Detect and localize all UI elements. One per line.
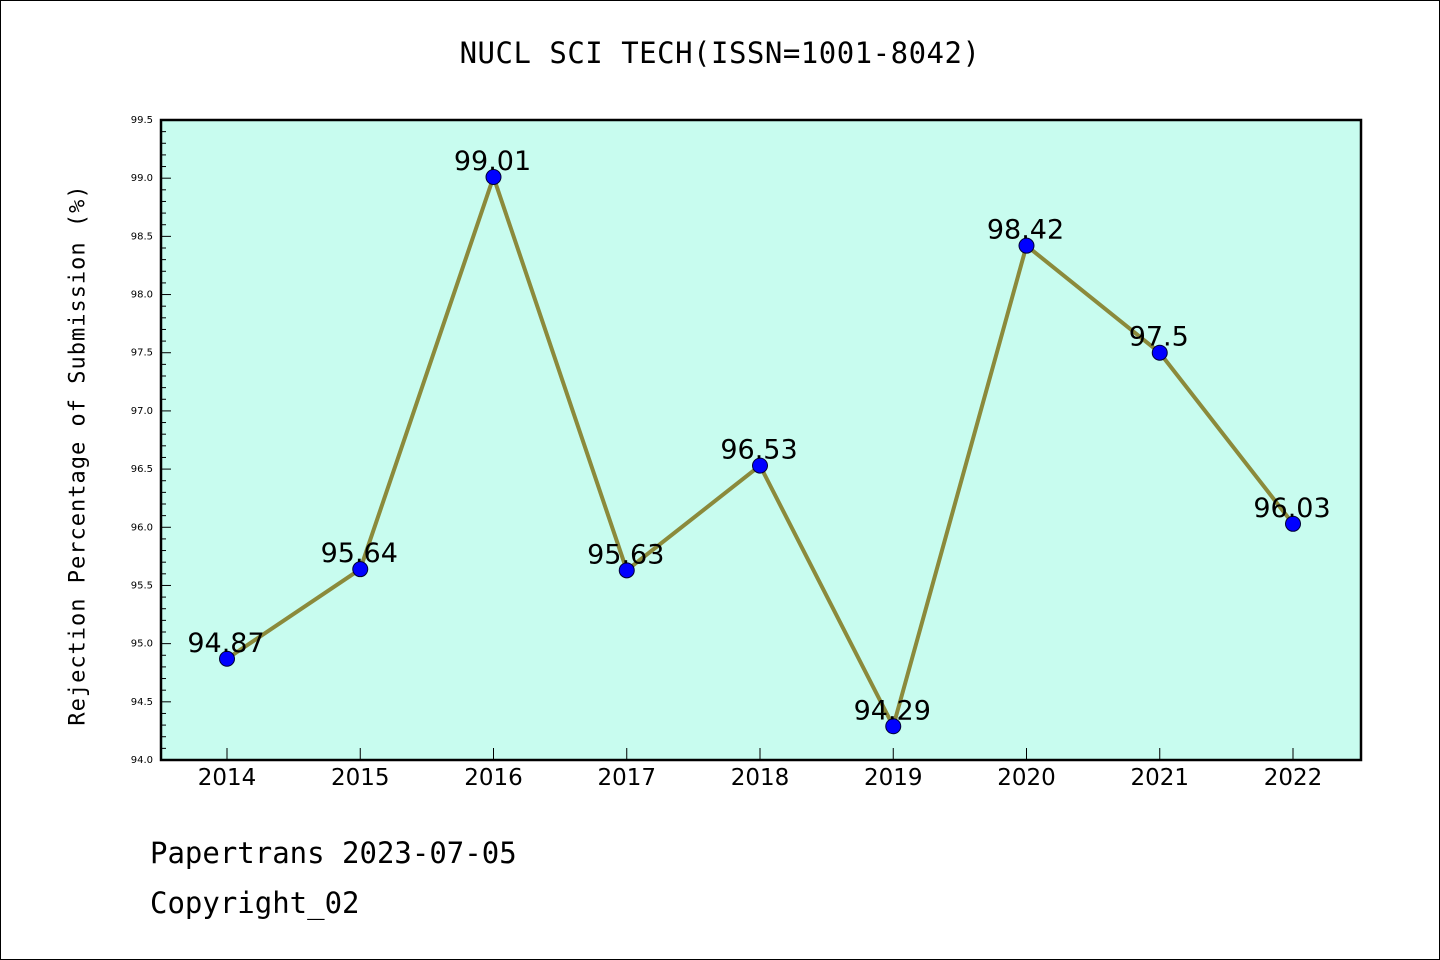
y-tick-label: 97.5 [131,348,153,359]
x-tick-label: 2017 [597,765,656,791]
y-tick-label: 95.0 [131,639,153,650]
x-tick-label: 2021 [1130,765,1189,791]
x-tick-label: 2016 [464,765,523,791]
data-label: 96.53 [720,435,797,466]
data-point [219,650,235,667]
x-tick-label: 2018 [731,765,790,791]
data-point [752,457,768,474]
data-point [352,561,369,578]
data-label: 94.29 [854,695,931,726]
x-tick-label: 2020 [997,765,1056,791]
y-tick-label: 94.0 [131,755,153,766]
data-label: 98.42 [987,215,1064,246]
x-tick-label: 2014 [198,765,257,791]
x-tick-label: 2022 [1264,765,1323,791]
y-tick-label: 94.5 [131,697,153,708]
chart-title: NUCL SCI TECH(ISSN=1001-8042) [459,36,981,70]
y-tick-label: 98.0 [131,290,153,301]
data-label: 99.01 [454,146,531,177]
data-points [219,169,1301,735]
data-point [1018,237,1035,254]
data-label: 97.5 [1129,322,1189,353]
plot-border [159,118,1363,762]
data-point [618,562,635,579]
data-point [1285,515,1301,532]
data-label: 94.87 [187,628,264,659]
footer-copyright: Copyright_02 [150,886,360,920]
data-label: 96.03 [1253,493,1330,524]
y-tick-label: 99.0 [131,173,153,184]
plot-area [161,120,1361,760]
x-axis: 2014 2015 2016 2017 2018 2019 2020 2021 2022 [198,748,1323,791]
x-tick-label: 2015 [331,765,390,791]
data-label: 95.64 [321,538,398,569]
data-labels: 94.87 95.64 99.01 95.63 96.53 94.29 98.42 97.5 9… [187,146,1330,726]
footer-papertrans: Papertrans 2023-07-05 [150,836,517,870]
y-tick-label: 98.5 [131,231,153,242]
y-tick-label: 95.5 [131,580,153,591]
y-tick-label: 96.0 [131,522,153,533]
y-tick-label: 99.5 [131,115,153,126]
y-tick-label: 97.0 [131,406,153,417]
data-label: 95.63 [587,539,664,570]
data-point [885,718,902,735]
data-point [1151,344,1168,361]
data-point [485,169,502,186]
y-tick-label: 96.5 [131,464,153,475]
x-tick-label: 2019 [864,765,923,791]
